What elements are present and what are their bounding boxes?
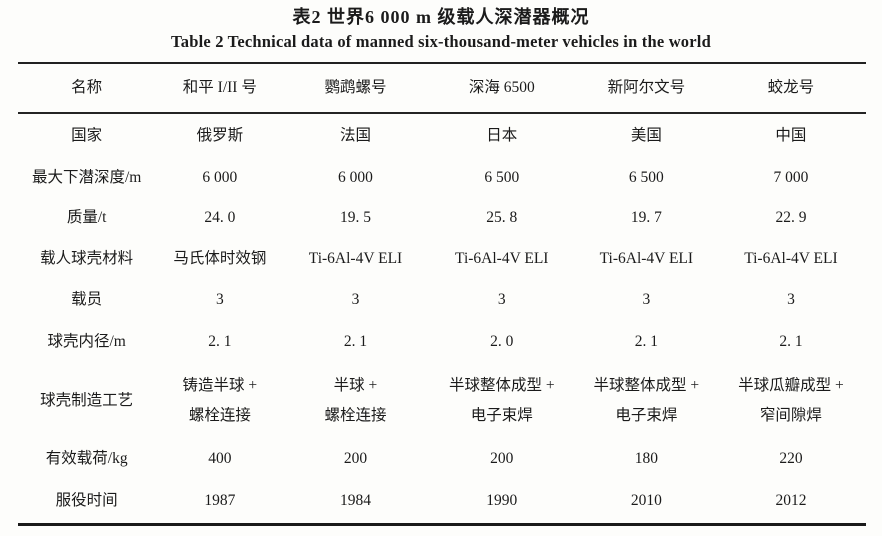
table-cell: 中国 xyxy=(775,126,807,144)
row-label-country: 国家 xyxy=(71,126,103,144)
table-row-crew: 载员 3 3 3 3 3 xyxy=(18,280,866,321)
table-row-country: 国家 俄罗斯 法国 日本 美国 中国 xyxy=(18,113,866,158)
row-label-payload: 有效载荷/kg xyxy=(45,449,128,467)
table-row-service-year: 服役时间 1987 1984 1990 2010 2012 xyxy=(18,479,866,524)
table-row-max-depth: 最大下潜深度/m 6 000 6 000 6 500 6 500 7 000 xyxy=(18,158,866,198)
table-cell: 2. 1 xyxy=(779,332,803,350)
table-cell: 2012 xyxy=(775,491,807,509)
table-row-hull-manufacturing: 球壳制造工艺 铸造半球 + 螺栓连接 半球 + 螺栓连接 半球整体成型 + 电子… xyxy=(18,363,866,439)
table-cell: 3 xyxy=(642,291,651,309)
table-row-hull-inner-diameter: 球壳内径/m 2. 1 2. 1 2. 0 2. 1 2. 1 xyxy=(18,321,866,363)
table-row-payload: 有效载荷/kg 400 200 200 180 220 xyxy=(18,439,866,479)
table-cell: 3 xyxy=(497,291,506,309)
row-label-hull-material: 载人球壳材料 xyxy=(40,249,134,267)
table-cell: 24. 0 xyxy=(204,208,236,226)
table-cell: 2. 1 xyxy=(343,332,368,350)
table-cell: Ti-6Al-4V ELI xyxy=(308,249,403,267)
table-cell: 1984 xyxy=(339,491,371,509)
col-header-new-alvin: 新阿尔文号 xyxy=(576,63,716,114)
table-header-row: 名称 和平 I/II 号 鹦鹉螺号 深海 6500 新阿尔文号 蛟龙号 xyxy=(18,63,866,114)
table-cell: 3 xyxy=(351,291,360,309)
table-cell: 25. 8 xyxy=(486,208,518,226)
row-label-hull-manufacturing: 球壳制造工艺 xyxy=(40,391,134,409)
table-cell: 3 xyxy=(787,291,795,309)
table-cell: 半球瓜瓣成型 + 窄间隙焊 xyxy=(738,376,844,424)
table-cell: 220 xyxy=(779,449,803,467)
col-header-label: 名称 xyxy=(18,63,156,114)
row-label-crew: 载员 xyxy=(71,291,103,309)
table-cell: Ti-6Al-4V ELI xyxy=(455,249,549,267)
col-header-mir-i-ii: 和平 I/II 号 xyxy=(155,63,285,114)
table-cell: Ti-6Al-4V ELI xyxy=(744,249,838,267)
table-cell: 马氏体时效钢 xyxy=(173,249,267,267)
table-cell: 法国 xyxy=(339,126,371,144)
table-cell: 2. 0 xyxy=(490,332,514,350)
table-cell: 22. 9 xyxy=(775,208,807,226)
table-caption: 表2 世界6 000 m 级载人深潜器概况 Table 2 Technical … xyxy=(0,0,882,62)
table-cell: 7 000 xyxy=(773,168,809,186)
row-label-max-depth: 最大下潜深度/m xyxy=(32,168,142,186)
table-row-mass: 质量/t 24. 0 19. 5 25. 8 19. 7 22. 9 xyxy=(18,198,866,238)
table-cell: 日本 xyxy=(486,126,518,144)
table-title-en: Table 2 Technical data of manned six-tho… xyxy=(171,32,711,51)
col-header-nautile: 鹦鹉螺号 xyxy=(284,63,427,114)
row-label-mass: 质量/t xyxy=(66,208,107,226)
table-cell: 2010 xyxy=(630,491,662,509)
table-cell: 200 xyxy=(490,449,514,467)
table-title-zh: 表2 世界6 000 m 级载人深潜器概况 xyxy=(292,7,590,27)
table-cell: 2. 1 xyxy=(208,332,232,350)
table-cell: 半球 + 螺栓连接 xyxy=(324,376,387,424)
table-row-hull-material: 载人球壳材料 马氏体时效钢 Ti-6Al-4V ELI Ti-6Al-4V EL… xyxy=(18,238,866,280)
table-cell: 2. 1 xyxy=(634,332,658,350)
table-cell: 3 xyxy=(215,291,224,309)
table-cell: 半球整体成型 + 电子束焊 xyxy=(593,376,700,424)
col-header-shinkai-6500: 深海 6500 xyxy=(426,63,577,114)
table-cell: 400 xyxy=(208,449,232,467)
submersible-data-table: 名称 和平 I/II 号 鹦鹉螺号 深海 6500 新阿尔文号 蛟龙号 国家 俄… xyxy=(18,62,866,526)
table-cell: Ti-6Al-4V ELI xyxy=(599,249,694,267)
table-cell: 1990 xyxy=(486,491,518,509)
table-cell: 200 xyxy=(343,449,368,467)
table-cell: 6 000 xyxy=(202,168,238,186)
row-label-service-year: 服役时间 xyxy=(55,491,118,509)
table-cell: 6 000 xyxy=(338,168,373,186)
table-cell: 铸造半球 + 螺栓连接 xyxy=(182,376,258,424)
table-cell: 美国 xyxy=(630,126,662,144)
col-header-jiaolong: 蛟龙号 xyxy=(715,63,866,114)
table-cell: 19. 5 xyxy=(339,208,371,226)
table-cell: 6 500 xyxy=(484,168,520,186)
table-cell: 19. 7 xyxy=(630,208,662,226)
table-cell: 1987 xyxy=(204,491,236,509)
table-cell: 俄罗斯 xyxy=(196,126,244,144)
table-cell: 6 500 xyxy=(628,168,664,186)
table-cell: 半球整体成型 + 电子束焊 xyxy=(448,376,555,424)
row-label-hull-inner-diameter: 球壳内径/m xyxy=(47,332,126,350)
table-cell: 180 xyxy=(634,449,658,467)
